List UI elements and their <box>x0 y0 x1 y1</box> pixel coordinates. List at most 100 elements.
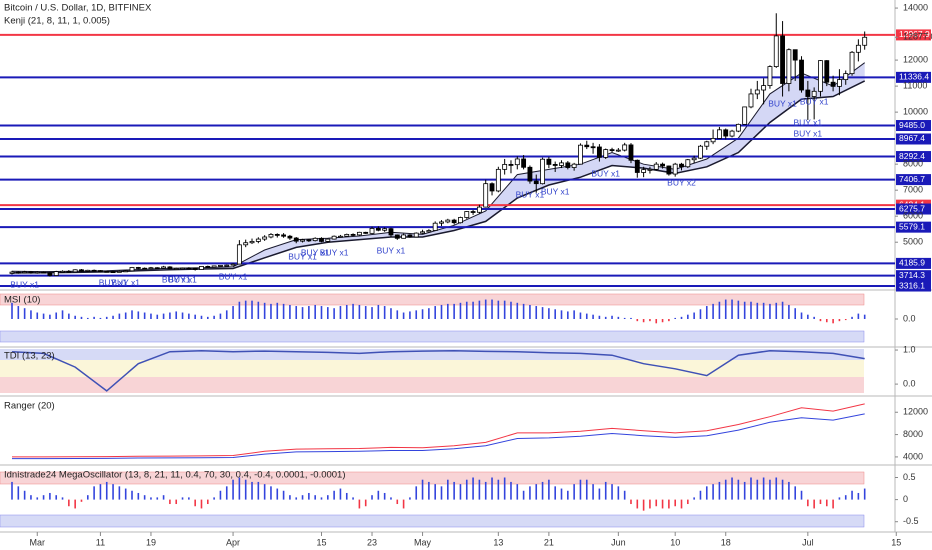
candle-body <box>91 269 97 272</box>
buy-signal: BUY x1 <box>794 128 823 138</box>
candle-body <box>565 162 571 168</box>
histogram-bar <box>232 306 234 319</box>
buy-signal: BUY x1 <box>320 248 349 258</box>
histogram-bar <box>402 499 405 509</box>
histogram-bar <box>428 481 430 500</box>
histogram-bar <box>295 497 298 500</box>
histogram-bar <box>86 495 89 500</box>
histogram-bar <box>276 488 279 500</box>
y-tick-label: 0 <box>903 494 908 504</box>
histogram-bar <box>554 309 556 319</box>
candle-body <box>527 166 533 182</box>
histogram-bar <box>541 481 544 500</box>
histogram-bar <box>61 310 64 319</box>
candle-body <box>615 149 621 152</box>
buy-signal: BUY x2 <box>667 177 696 187</box>
candle-body <box>293 237 299 242</box>
histogram-bar <box>548 479 550 500</box>
tdi-mid-band <box>0 360 864 377</box>
histogram-bar <box>434 484 436 500</box>
histogram-bar <box>560 310 563 319</box>
candle-body <box>508 164 514 166</box>
candle-body <box>495 168 501 192</box>
histogram-bar <box>699 490 702 500</box>
candle-body <box>691 157 697 161</box>
candle-body <box>401 234 407 239</box>
histogram-bar <box>718 481 721 500</box>
buy-signal: BUY x1 <box>591 168 620 178</box>
histogram-bar <box>42 313 45 319</box>
histogram-bar <box>807 499 809 507</box>
candle-body <box>110 271 116 274</box>
candle-body <box>135 267 141 269</box>
candle-body <box>780 35 785 84</box>
histogram-bar <box>181 497 184 500</box>
histogram-bar <box>55 495 58 500</box>
histogram-bar <box>390 308 392 319</box>
candle-body <box>230 263 236 266</box>
candle-body <box>192 267 198 270</box>
histogram-bar <box>447 303 449 319</box>
indicator-line <box>12 413 865 460</box>
candle-body <box>338 235 343 238</box>
histogram-bar <box>497 479 500 500</box>
candle-body <box>748 93 754 108</box>
candle-body <box>679 163 684 168</box>
candle-body <box>199 266 204 270</box>
histogram-bar <box>598 315 601 319</box>
candle-body <box>546 158 552 165</box>
histogram-bar <box>750 477 752 500</box>
candle-body <box>552 164 558 166</box>
histogram-bar <box>263 484 266 500</box>
histogram-bar <box>345 304 348 319</box>
histogram-bar <box>23 490 26 500</box>
candle-body <box>653 163 659 170</box>
histogram-bar <box>156 314 159 319</box>
indicator-line <box>12 403 865 458</box>
histogram-bar <box>175 499 178 505</box>
candle-body <box>533 180 539 185</box>
candle-body <box>476 206 482 213</box>
histogram-bar <box>554 486 556 500</box>
histogram-bar <box>769 479 771 500</box>
candle-body <box>502 164 508 170</box>
histogram-bar <box>358 499 361 509</box>
histogram-bar <box>529 486 531 500</box>
histogram-bar <box>314 495 316 500</box>
histogram-bar <box>207 316 209 319</box>
buy-signal: BUY x1 <box>377 246 406 256</box>
candle-body <box>742 106 748 125</box>
histogram-bar <box>314 304 316 319</box>
candle-body <box>104 270 110 273</box>
histogram-bar <box>440 304 443 319</box>
histogram-bar <box>617 316 620 319</box>
histogram-bar <box>213 315 215 319</box>
candle-body <box>413 232 419 238</box>
candle-body <box>843 73 849 81</box>
histogram-bar <box>617 486 620 500</box>
histogram-bar <box>320 497 323 500</box>
histogram-bar <box>522 490 525 500</box>
histogram-bar <box>472 477 474 500</box>
pane-title: Idnistrade24 MegaOscillator (13, 8, 21, … <box>4 470 346 481</box>
histogram-bar <box>219 490 222 500</box>
y-tick-label: 1.0 <box>903 344 916 354</box>
histogram-bar <box>105 481 108 500</box>
histogram-bar <box>358 304 361 319</box>
histogram-bar <box>560 488 563 500</box>
candle-body <box>205 266 211 268</box>
candle-body <box>634 159 640 173</box>
histogram-bar <box>112 315 114 319</box>
y-tick-label: 8000 <box>903 159 923 169</box>
y-tick-label: 6000 <box>903 211 923 221</box>
histogram-bar <box>80 316 83 319</box>
histogram-bar <box>825 499 828 507</box>
histogram-bar <box>150 313 152 319</box>
candle-body <box>445 219 451 223</box>
histogram-bar <box>712 303 714 319</box>
histogram-bar <box>465 479 468 500</box>
candle-body <box>98 270 103 272</box>
histogram-bar <box>137 492 140 500</box>
band-lower <box>11 80 866 274</box>
candle-body <box>123 270 129 273</box>
